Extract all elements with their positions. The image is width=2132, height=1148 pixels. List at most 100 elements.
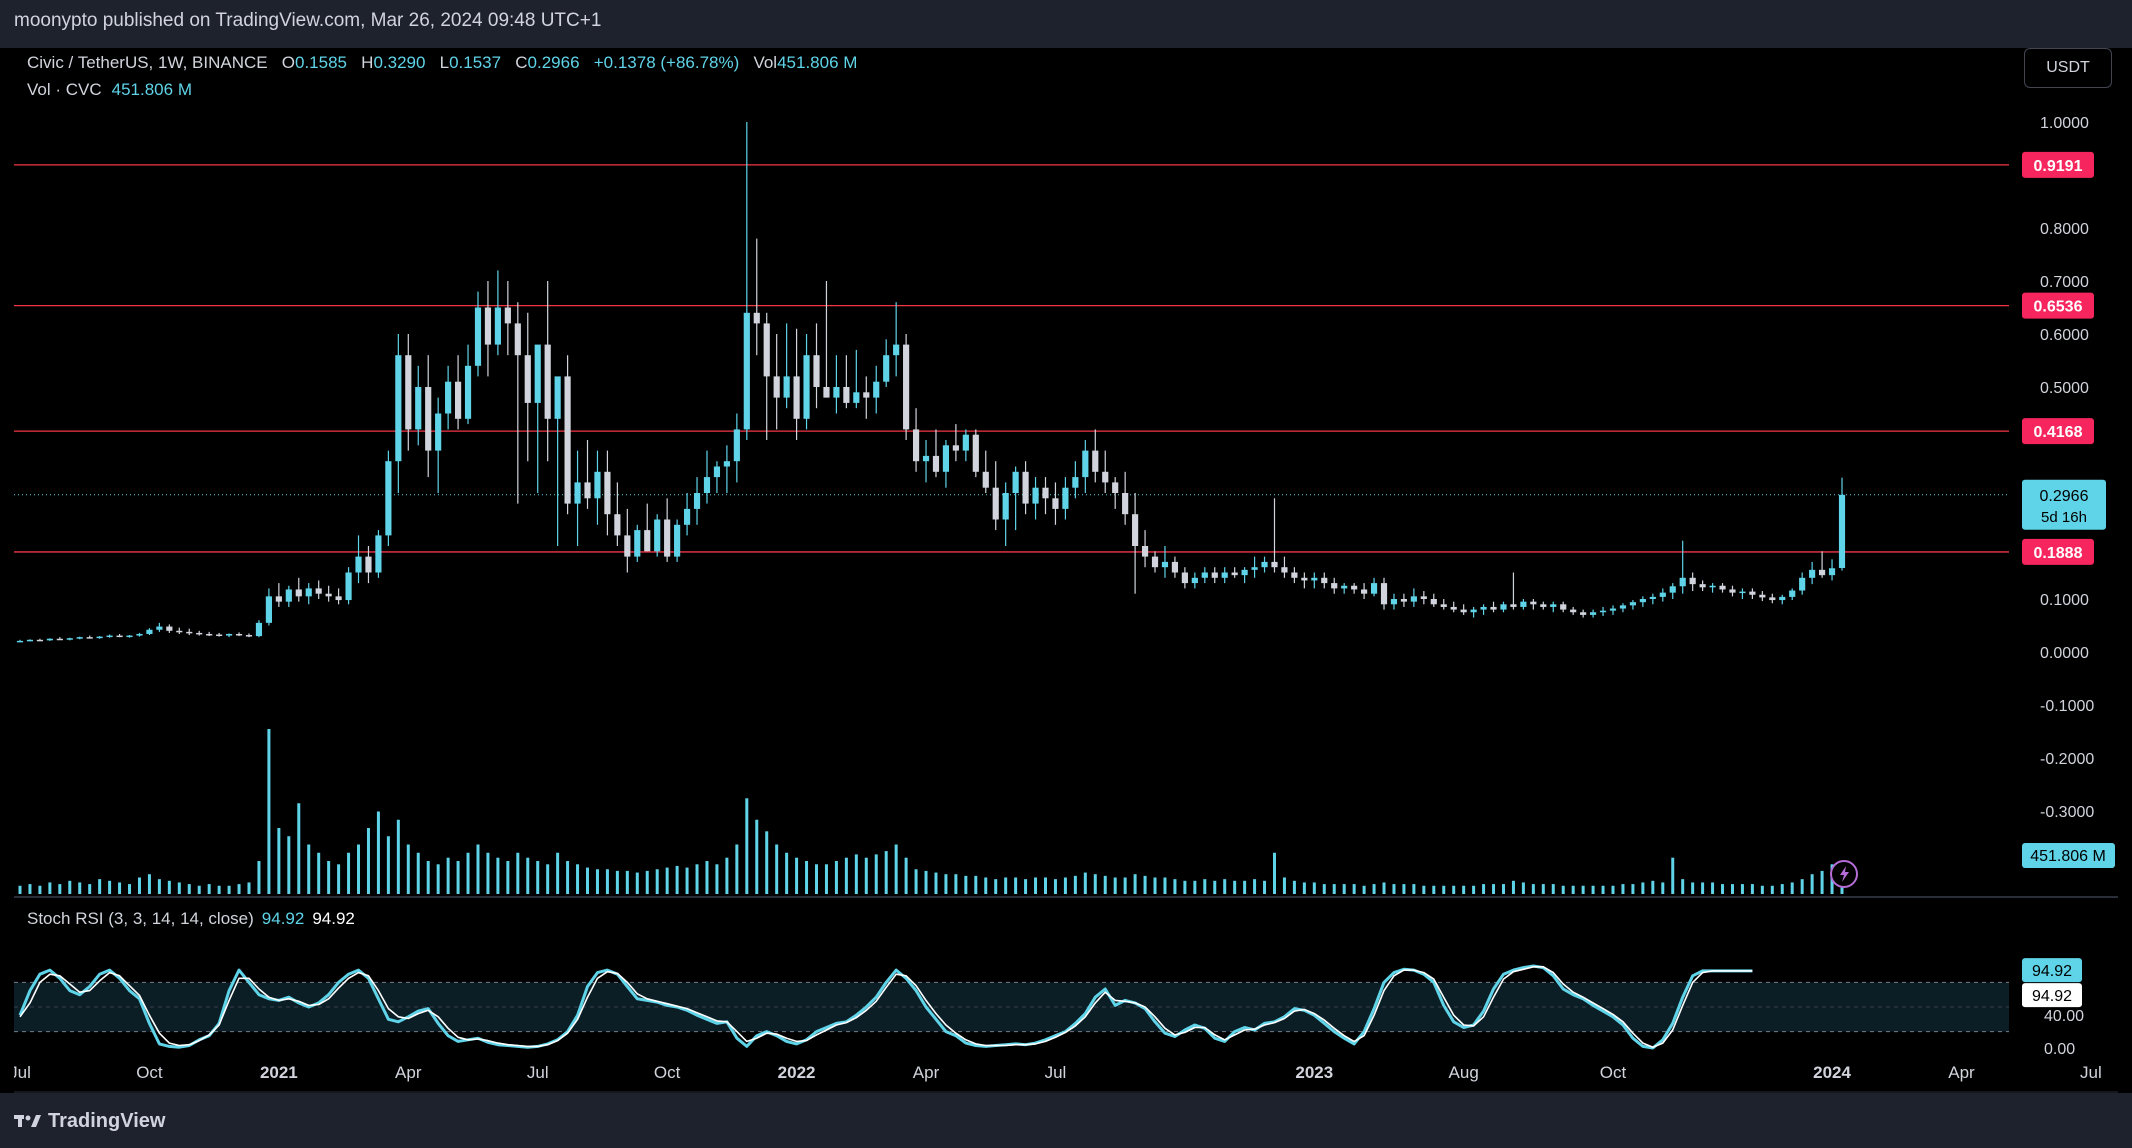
candle-body (1749, 591, 1756, 595)
volume-bar (1790, 882, 1794, 894)
candle-body (674, 524, 681, 557)
candle-body (1052, 498, 1059, 509)
volume-bar (536, 861, 540, 894)
candle-body (962, 434, 969, 451)
candle-body (1649, 596, 1656, 599)
volume-bar (1780, 884, 1784, 894)
candle-body (992, 487, 999, 520)
candle-body (285, 589, 292, 602)
volume-bar (1223, 879, 1227, 894)
volume-bar (1143, 875, 1147, 894)
open-label: O (281, 53, 295, 72)
publish-bar: moonypto published on TradingView.com, M… (0, 0, 2132, 48)
candle-body (1550, 604, 1557, 607)
volume-bar (1701, 882, 1705, 894)
volume-bar (725, 857, 729, 894)
tradingview-logo[interactable]: TradingView (14, 1110, 165, 1133)
volume-bar (486, 852, 490, 894)
candle-body (1689, 577, 1696, 585)
price-tick-label: -0.1000 (2040, 698, 2094, 715)
currency-button[interactable]: USDT (2024, 48, 2112, 88)
price-tick-label: -0.2000 (2040, 751, 2094, 768)
price-tick-label: 0.1000 (2040, 592, 2089, 609)
volume-title[interactable]: Vol · CVC (27, 80, 102, 99)
candle-body (1430, 599, 1437, 605)
price-tick-label: 1.0000 (2040, 115, 2089, 132)
volume-bar (1521, 882, 1525, 894)
volume-bar (78, 882, 82, 894)
candle-body (275, 596, 282, 602)
volume-bar (1432, 885, 1436, 894)
candle-body (136, 633, 143, 636)
volume-bar (944, 874, 948, 894)
volume-bar (854, 854, 858, 894)
volume-bar (307, 844, 311, 894)
stoch-k-axis-label: 94.92 (2032, 963, 2072, 980)
level-label: 0.4168 (2034, 424, 2083, 441)
volume-bar (1053, 879, 1057, 894)
stoch-title[interactable]: Stoch RSI (3, 3, 14, 14, close) (27, 909, 254, 928)
volume-bar (1133, 874, 1137, 894)
candle-body (1838, 494, 1846, 568)
horizontal-levels (14, 164, 2009, 553)
volume-bar (1372, 884, 1376, 894)
level-label-box (2022, 538, 2094, 565)
volume-bar (237, 884, 241, 894)
time-tick-label: Jul (14, 1063, 31, 1082)
axes: 1.0000 0.8000 0.7000 0.6000 0.5000 0.1000 0.00… (14, 115, 2118, 1093)
candle-body (1231, 572, 1238, 576)
volume-bar (48, 882, 52, 894)
volume-bar (805, 861, 809, 894)
candle-body (952, 445, 959, 451)
volume-bar (595, 869, 599, 894)
candle-body (1799, 577, 1806, 591)
volume-bar (556, 852, 560, 894)
footer-brand: TradingView (48, 1110, 166, 1132)
volume-bar (476, 844, 480, 894)
volume-bar (844, 857, 848, 894)
chart-area[interactable]: 1.0000 0.8000 0.7000 0.6000 0.5000 0.1000 0.00… (14, 48, 2118, 1093)
volume-last-label: 451.806 M (2030, 848, 2106, 865)
volume-bar (1661, 882, 1665, 894)
candle-body (1599, 610, 1607, 613)
volume-bar (894, 844, 898, 894)
candle-body (464, 365, 472, 419)
candle-body (385, 461, 392, 536)
volume-bar (635, 872, 639, 894)
volume-bar (1183, 880, 1187, 894)
candle-body (1619, 605, 1627, 609)
candle-body (36, 639, 43, 642)
candle-body (1201, 572, 1208, 578)
candle-body (1470, 609, 1477, 613)
stoch-k-value: 94.92 (261, 909, 305, 928)
symbol-title[interactable]: Civic / TetherUS, 1W, BINANCE (27, 53, 268, 72)
candle-body (1520, 601, 1527, 607)
candle-body (982, 471, 989, 488)
time-tick-label: Oct (654, 1063, 681, 1082)
candle-body (196, 632, 203, 635)
volume-bar (1352, 884, 1356, 894)
candle-body (1699, 584, 1706, 588)
candle-body (1082, 450, 1089, 478)
candle-body (594, 471, 601, 499)
volume-bar (1711, 882, 1715, 894)
volume-bar (257, 861, 261, 894)
time-tick-label: 2022 (778, 1063, 816, 1082)
volume-bar (1422, 885, 1426, 894)
time-tick-label: Apr (913, 1063, 940, 1082)
volume-bar (1382, 882, 1386, 894)
volume-bar (177, 882, 181, 894)
volume-bar (1292, 880, 1296, 894)
candle-body (1570, 609, 1577, 613)
price-tick-label: 0.0000 (2040, 645, 2089, 662)
candle-body (235, 633, 243, 636)
volume-bar (1233, 880, 1237, 894)
chart-svg[interactable]: 1.0000 0.8000 0.7000 0.6000 0.5000 0.1000 0.00… (14, 48, 2118, 1093)
candle-body (106, 635, 113, 638)
candle-body (863, 392, 870, 398)
volume-bar (695, 864, 699, 894)
candle-body (265, 596, 272, 623)
candle-body (1759, 594, 1766, 598)
volume-bar (1113, 877, 1117, 894)
volume-bar (18, 885, 22, 894)
